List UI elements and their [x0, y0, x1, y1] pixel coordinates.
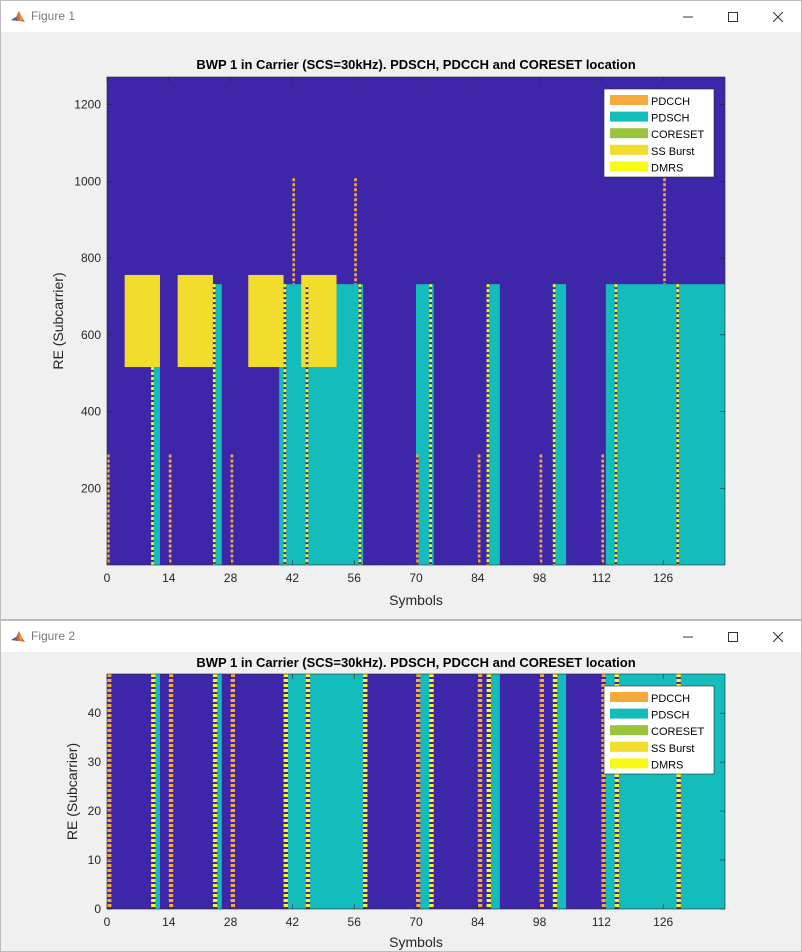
- minimize-button[interactable]: [665, 621, 711, 652]
- y-tick-label: 40: [88, 706, 102, 720]
- maximize-icon: [728, 11, 738, 22]
- y-tick-label: 20: [88, 804, 102, 818]
- legend-label: PDCCH: [651, 693, 690, 705]
- y-tick-label: 1200: [74, 98, 101, 112]
- chart-title: BWP 1 in Carrier (SCS=30kHz). PDSCH, PDC…: [196, 57, 635, 72]
- close-button[interactable]: [755, 621, 801, 652]
- legend-label: SS Burst: [651, 743, 694, 755]
- legend-swatch: [610, 111, 648, 122]
- x-tick-label: 28: [224, 915, 238, 929]
- close-icon: [773, 631, 783, 642]
- x-tick-label: 126: [653, 571, 673, 585]
- chart-title: BWP 1 in Carrier (SCS=30kHz). PDSCH, PDC…: [196, 655, 635, 670]
- maximize-icon: [728, 631, 738, 642]
- x-tick-label: 42: [286, 915, 300, 929]
- figure-2-plot: 0 14 28 42 56 70 84 98 112 126 0 10 20 30 40 BWP 1 in C…: [64, 655, 726, 950]
- y-tick-label: 0: [94, 902, 101, 916]
- figure-1-titlebar[interactable]: Figure 1: [1, 1, 801, 32]
- y-tick-label: 200: [81, 481, 101, 495]
- legend-label: SS Burst: [651, 146, 694, 158]
- matlab-icon: [10, 9, 26, 25]
- ss-burst-region: [177, 274, 213, 368]
- x-tick-label: 98: [533, 571, 547, 585]
- figure-1-window: Figure 1 0 14 28 42 56 70 84 98 112 126 200 400 600 8…: [0, 0, 802, 620]
- figure-2-window: Figure 2 0 14 28 42 56 70 84 98 112 126 0 10 20 30 40 B…: [0, 620, 802, 952]
- ss-burst-region: [248, 274, 284, 368]
- legend-swatch: [610, 725, 648, 736]
- legend-swatch: [610, 708, 648, 719]
- pdsch-region: [605, 284, 725, 565]
- y-tick-label: 600: [81, 328, 101, 342]
- legend-label: DMRS: [651, 759, 683, 771]
- ss-burst-region: [124, 274, 160, 368]
- x-tick-label: 56: [348, 571, 362, 585]
- legend-label: CORESET: [651, 129, 704, 141]
- x-tick-label: 14: [162, 571, 176, 585]
- window-title: Figure 2: [31, 629, 76, 643]
- x-tick-label: 70: [409, 915, 423, 929]
- legend-swatch: [610, 144, 648, 155]
- pdsch-region: [552, 284, 567, 565]
- legend-swatch: [610, 692, 648, 702]
- minimize-icon: [683, 636, 693, 637]
- close-button[interactable]: [755, 1, 801, 32]
- y-tick-label: 800: [81, 251, 101, 265]
- legend-label: PDSCH: [651, 710, 690, 722]
- figure-2-titlebar[interactable]: Figure 2: [1, 621, 801, 652]
- x-tick-label: 98: [533, 915, 547, 929]
- legend-label: PDSCH: [651, 113, 690, 125]
- legend-swatch: [610, 741, 648, 752]
- x-tick-label: 56: [348, 915, 362, 929]
- x-tick-label: 42: [286, 571, 300, 585]
- window-title: Figure 1: [31, 9, 76, 23]
- pdsch-region: [212, 284, 222, 565]
- y-tick-label: 1000: [74, 174, 101, 188]
- x-tick-label: 84: [471, 571, 485, 585]
- pdsch-region: [283, 674, 364, 909]
- y-tick-label: 30: [88, 755, 102, 769]
- x-tick-label: 84: [471, 915, 485, 929]
- legend-swatch: [610, 161, 648, 172]
- legend-swatch: [610, 95, 648, 105]
- legend-swatch: [610, 758, 648, 769]
- x-tick-label: 0: [104, 915, 111, 929]
- minimize-button[interactable]: [665, 1, 711, 32]
- x-axis-label: Symbols: [389, 934, 443, 950]
- pdsch-region: [486, 284, 500, 565]
- y-axis-label: RE (Subcarrier): [50, 272, 66, 369]
- maximize-button[interactable]: [710, 621, 756, 652]
- legend-swatch: [610, 128, 648, 139]
- dmrs-region-base: [151, 367, 154, 565]
- minimize-icon: [683, 16, 693, 17]
- legend-label: PDCCH: [651, 96, 690, 108]
- x-tick-label: 70: [409, 571, 423, 585]
- x-tick-label: 112: [592, 915, 611, 929]
- x-tick-label: 126: [653, 915, 673, 929]
- y-tick-label: 400: [81, 405, 101, 419]
- close-icon: [773, 11, 783, 22]
- figure-1-plot: 0 14 28 42 56 70 84 98 112 126 200 400 600 800 1000 120…: [50, 57, 726, 608]
- matlab-icon: [10, 629, 26, 645]
- maximize-button[interactable]: [710, 1, 756, 32]
- x-tick-label: 14: [162, 915, 176, 929]
- y-tick-label: 10: [88, 853, 102, 867]
- legend-label: CORESET: [651, 726, 704, 738]
- x-tick-label: 0: [104, 571, 111, 585]
- legend-label: DMRS: [651, 162, 683, 174]
- x-tick-label: 28: [224, 571, 238, 585]
- x-axis-label: Symbols: [389, 592, 443, 608]
- x-tick-label: 112: [592, 571, 611, 585]
- y-axis-label: RE (Subcarrier): [64, 743, 80, 840]
- pdsch-region: [151, 367, 160, 565]
